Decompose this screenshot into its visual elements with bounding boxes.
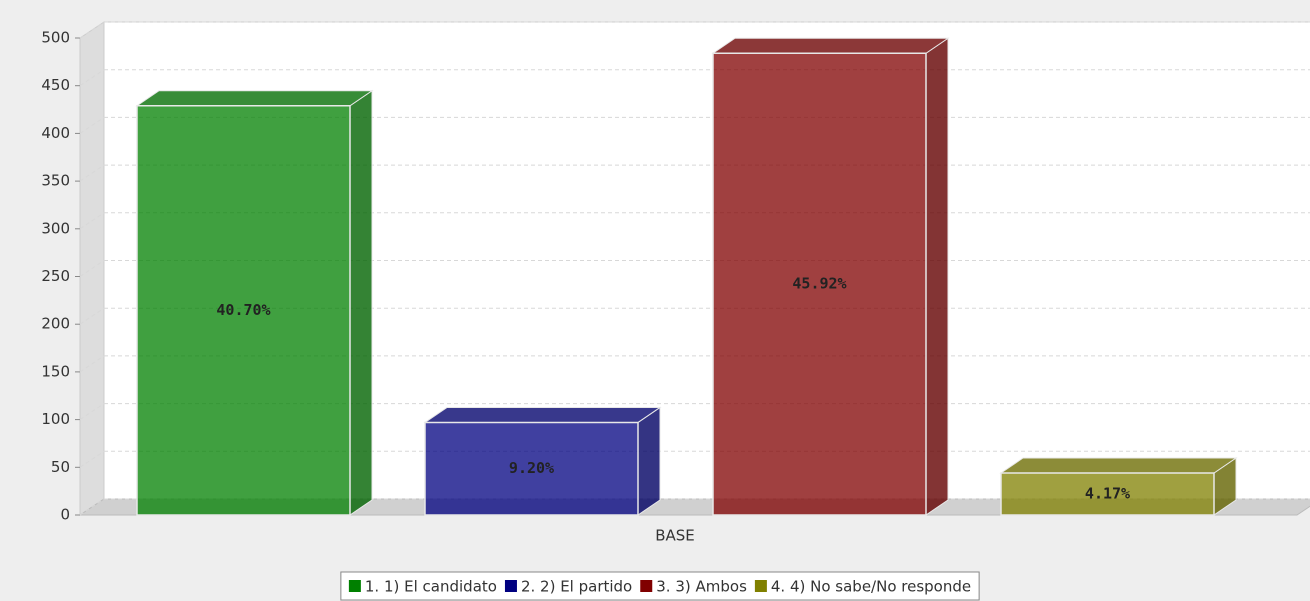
data-label: 40.70% <box>216 301 270 319</box>
bar-side-shade <box>637 406 661 516</box>
data-label: 45.92% <box>792 275 846 293</box>
bar-side-shade <box>349 89 373 516</box>
legend-label: 2. 2) El partido <box>521 578 632 596</box>
bar-top <box>137 90 372 106</box>
y-tick-label: 50 <box>51 458 70 476</box>
legend-label: 1. 1) El candidato <box>365 578 497 596</box>
y-tick-label: 500 <box>41 29 70 47</box>
data-label: 4.17% <box>1085 485 1130 503</box>
grid-line <box>79 212 105 230</box>
bar-front <box>424 421 639 516</box>
bar-side <box>638 407 660 515</box>
bar <box>135 89 374 516</box>
y-tick-label: 0 <box>60 506 70 524</box>
grid-line <box>79 260 105 277</box>
y-tick-label: 350 <box>41 172 70 190</box>
legend-label: 4. 4) No sabe/No responde <box>771 578 971 596</box>
y-tick-label: 400 <box>41 124 70 142</box>
legend-swatch <box>348 580 361 592</box>
grid-line <box>79 450 105 468</box>
grid-line <box>79 403 105 421</box>
legend-swatch <box>754 580 767 592</box>
legend-swatch <box>640 580 653 592</box>
grid-line <box>79 116 105 134</box>
data-label: 9.20% <box>509 459 554 477</box>
bar-top-shade <box>711 37 950 54</box>
grid-line <box>79 307 105 325</box>
bar-top <box>425 407 660 423</box>
y-tick-label: 250 <box>41 267 70 285</box>
bar-top <box>1001 458 1236 474</box>
bar <box>423 406 662 516</box>
y-tick-label: 450 <box>41 76 70 94</box>
y-tick-label: 300 <box>41 219 70 237</box>
bar-front <box>712 52 927 516</box>
grid-line <box>79 355 105 373</box>
bar-front <box>136 104 351 516</box>
x-tick-label: BASE <box>655 527 695 545</box>
bar-front <box>1000 472 1215 516</box>
grid-line <box>79 164 105 182</box>
bar-side <box>1214 458 1236 515</box>
legend-label: 3. 3) Ambos <box>656 578 747 596</box>
bar <box>999 457 1238 516</box>
bar-side-shade <box>925 37 949 516</box>
bar-top-shade <box>999 457 1238 474</box>
legend-swatch <box>504 580 517 592</box>
bar-side <box>926 38 948 515</box>
bar-top-shade <box>135 90 374 107</box>
bar-top-shade <box>423 406 662 423</box>
grid-line <box>79 498 105 516</box>
legend: 1. 1) El candidato 2. 2) El partido 3. 3) … <box>340 571 980 601</box>
bar-side <box>350 90 372 515</box>
grid-line <box>79 69 105 87</box>
bar <box>711 37 950 516</box>
legend-box <box>340 571 980 601</box>
y-tick-label: 100 <box>41 410 70 428</box>
y-tick-label: 200 <box>41 315 70 333</box>
y-tick-label: 150 <box>41 362 70 380</box>
grid-line <box>79 21 105 39</box>
bar-top <box>713 38 948 54</box>
